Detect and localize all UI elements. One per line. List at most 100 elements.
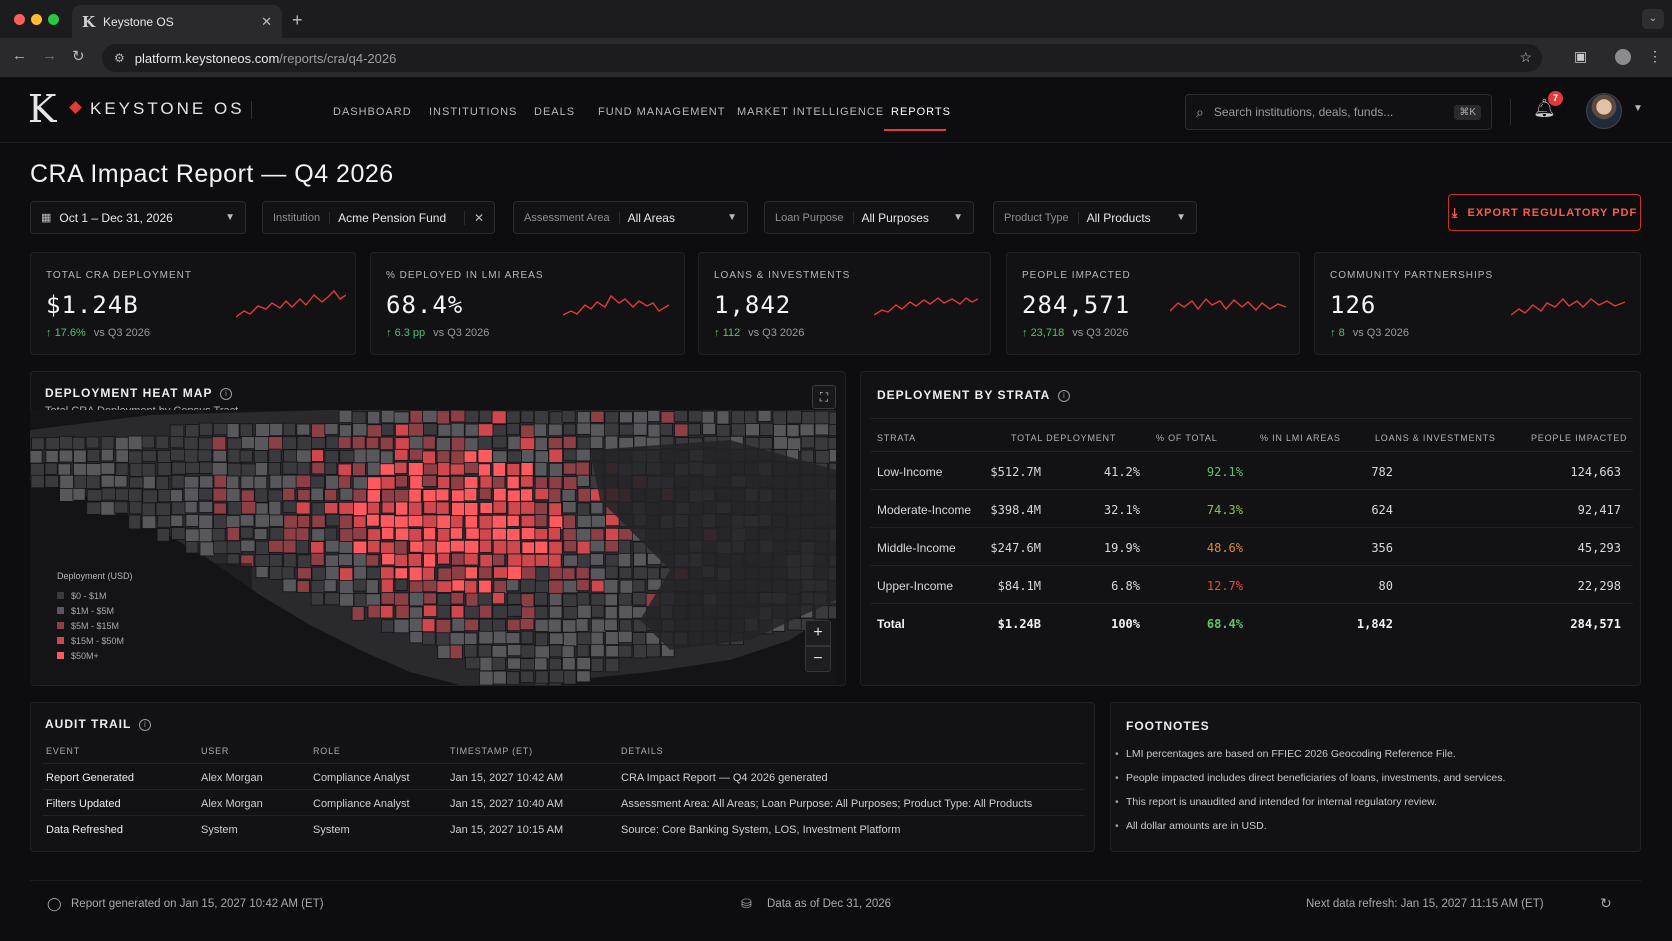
census-tract[interactable] (352, 553, 368, 568)
census-tract[interactable] (268, 500, 282, 516)
census-tract[interactable] (367, 476, 383, 490)
census-tract[interactable] (353, 448, 368, 464)
table-row[interactable]: Moderate-Income $398.4M 32.1% 74.3% 624 92,41… (870, 489, 1633, 527)
census-tract[interactable] (618, 644, 633, 658)
census-tract[interactable] (408, 435, 425, 450)
census-tract[interactable] (169, 436, 185, 449)
census-tract[interactable] (449, 463, 466, 476)
census-tract[interactable] (605, 527, 621, 542)
census-tract[interactable] (73, 462, 88, 477)
census-tract[interactable] (311, 514, 326, 528)
census-tract[interactable] (463, 461, 480, 474)
census-tract[interactable] (548, 488, 562, 503)
census-tract[interactable] (44, 475, 59, 488)
census-tract[interactable] (534, 436, 548, 451)
census-tract[interactable] (156, 528, 170, 542)
census-tract[interactable] (254, 554, 271, 567)
census-tract[interactable] (562, 528, 579, 543)
census-tract[interactable] (436, 410, 450, 425)
census-tract[interactable] (283, 553, 297, 568)
census-tract[interactable] (198, 514, 214, 530)
census-tract[interactable] (394, 437, 411, 451)
census-tract[interactable] (716, 424, 731, 438)
census-tract[interactable] (86, 449, 101, 462)
census-tract[interactable] (450, 475, 465, 491)
reload-icon[interactable]: ↻ (72, 48, 85, 65)
census-tract[interactable] (507, 553, 523, 568)
census-tract[interactable] (576, 657, 591, 671)
census-tract[interactable] (815, 450, 831, 465)
census-tract[interactable] (100, 462, 116, 475)
census-tract[interactable] (30, 463, 45, 477)
census-tract[interactable] (254, 488, 269, 503)
census-tract[interactable] (437, 461, 451, 477)
census-tract[interactable] (141, 435, 155, 449)
census-tract[interactable] (338, 514, 353, 530)
census-tract[interactable] (435, 437, 451, 452)
census-tract[interactable] (449, 539, 466, 553)
census-tract[interactable] (479, 618, 494, 634)
census-tract[interactable] (268, 539, 284, 553)
census-tract[interactable] (227, 462, 242, 478)
census-tract[interactable] (393, 411, 410, 424)
census-tract[interactable] (199, 475, 214, 489)
census-tract[interactable] (479, 553, 493, 569)
census-tract[interactable] (589, 553, 604, 566)
census-tract[interactable] (267, 462, 281, 476)
census-tract[interactable] (507, 657, 522, 670)
census-tract[interactable] (352, 527, 368, 541)
census-tract[interactable] (507, 450, 523, 463)
census-tract[interactable] (269, 527, 285, 541)
census-tract[interactable] (492, 553, 506, 567)
census-tract[interactable] (253, 528, 268, 540)
census-tract[interactable] (323, 502, 339, 515)
profile-icon[interactable] (1615, 49, 1631, 65)
census-tract[interactable] (297, 489, 311, 501)
census-tract[interactable] (507, 565, 522, 580)
census-tract[interactable] (45, 450, 59, 463)
census-tract[interactable] (632, 632, 647, 647)
census-tract[interactable] (687, 423, 701, 436)
census-tract[interactable] (605, 645, 621, 658)
census-tract[interactable] (297, 567, 312, 580)
census-tract[interactable] (255, 566, 269, 579)
global-search[interactable]: ⌕ Search institutions, deals, funds... ⌘… (1185, 94, 1492, 130)
census-tract[interactable] (311, 461, 326, 475)
census-tract[interactable] (296, 436, 312, 451)
census-tract[interactable] (115, 488, 130, 501)
census-tract[interactable] (255, 540, 270, 556)
census-tract[interactable] (423, 501, 438, 515)
census-tract[interactable] (113, 475, 128, 488)
census-tract[interactable] (395, 604, 410, 619)
census-tract[interactable] (269, 474, 283, 489)
census-tract[interactable] (367, 410, 381, 425)
census-tract[interactable] (730, 423, 746, 437)
census-tract[interactable] (212, 449, 227, 463)
census-tract[interactable] (491, 514, 507, 529)
census-tract[interactable] (745, 423, 760, 437)
census-tract[interactable] (339, 567, 354, 582)
census-tract[interactable] (366, 566, 382, 580)
census-tract[interactable] (31, 437, 45, 451)
census-tract[interactable] (155, 435, 170, 450)
census-tract[interactable] (295, 501, 311, 515)
census-tract[interactable] (535, 670, 549, 685)
census-tract[interactable] (254, 462, 269, 477)
census-tract[interactable] (575, 566, 590, 580)
census-tract[interactable] (86, 489, 103, 502)
census-tract[interactable] (240, 436, 257, 450)
census-tract[interactable] (365, 436, 380, 449)
census-tract[interactable] (534, 657, 548, 671)
census-tract[interactable] (659, 423, 673, 436)
census-tract[interactable] (86, 501, 102, 515)
census-tract[interactable] (282, 539, 297, 554)
census-tract[interactable] (549, 644, 563, 658)
census-tract[interactable] (255, 423, 271, 437)
census-tract[interactable] (436, 514, 452, 530)
census-tract[interactable] (520, 644, 536, 659)
census-tract[interactable] (563, 554, 579, 567)
census-tract[interactable] (128, 450, 143, 466)
census-tract[interactable] (660, 411, 677, 424)
census-tract[interactable] (604, 540, 619, 553)
census-tract[interactable] (702, 422, 717, 435)
